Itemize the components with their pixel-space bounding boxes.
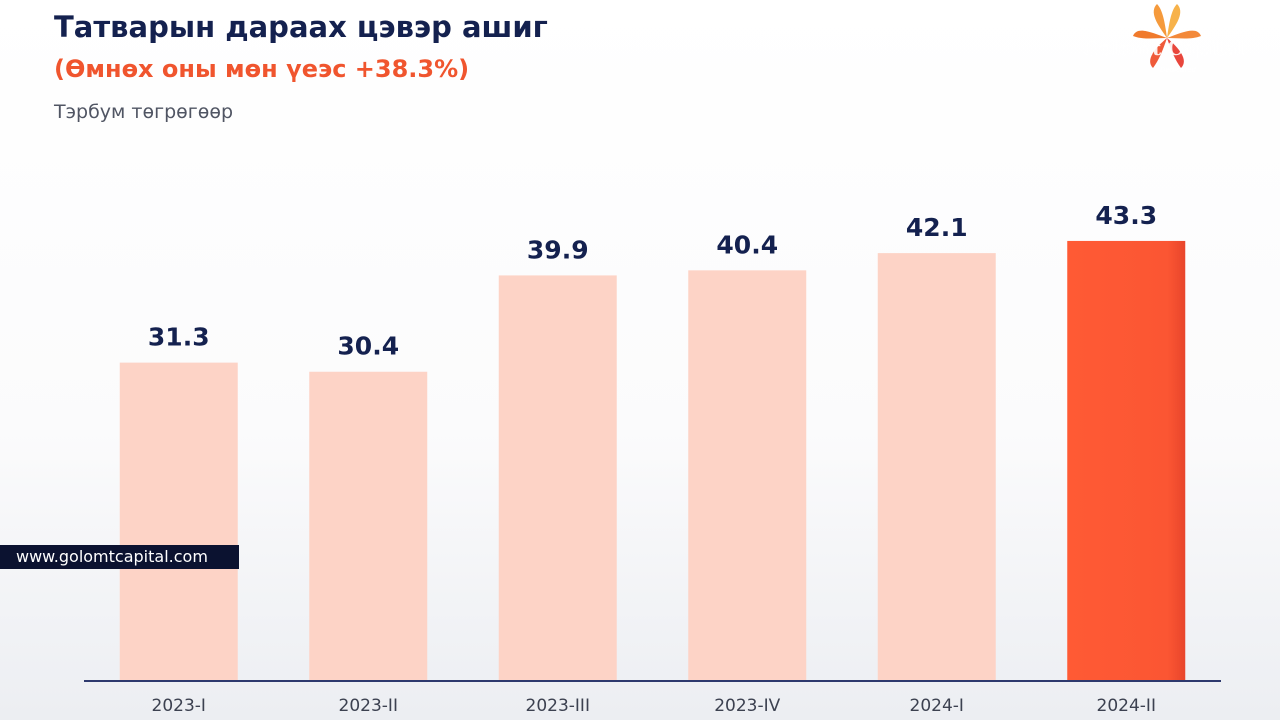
- website-link[interactable]: www.golomtcapital.com: [0, 545, 239, 569]
- bar-2023-III: [498, 275, 617, 680]
- data-label-2023-I: 31.3: [148, 323, 210, 352]
- data-label-2023-II: 30.4: [337, 332, 399, 361]
- unit-label: Тэрбум төгрөгөөр: [54, 101, 234, 123]
- x-tick-2023-III: 2023-III: [526, 696, 590, 716]
- data-label-2024-II: 43.3: [1095, 201, 1157, 230]
- logo-wordmark: Golomt Capital: [1082, 36, 1244, 60]
- x-tick-2023-I: 2023-I: [152, 696, 206, 716]
- data-label-2023-III: 39.9: [527, 235, 589, 264]
- bar-2023-II: [309, 371, 428, 680]
- data-label-2023-IV: 40.4: [716, 230, 778, 259]
- x-tick-2024-II: 2024-II: [1097, 696, 1156, 716]
- data-label-2024-I: 42.1: [906, 213, 968, 242]
- x-tick-2024-I: 2024-I: [910, 696, 964, 716]
- golomt-capital-logo-icon: [1133, 4, 1201, 68]
- chart-title: Татварын дараах цэвэр ашиг: [54, 10, 548, 44]
- chart-subtitle: (Өмнөх оны мөн үеэс +38.3%): [54, 55, 470, 83]
- x-tick-2023-II: 2023-II: [339, 696, 398, 716]
- bar-2024-II: [1067, 240, 1186, 681]
- bar-2023-IV: [688, 270, 807, 680]
- x-tick-2023-IV: 2023-IV: [714, 696, 780, 716]
- logo-tagline: Dedicated: [1160, 66, 1196, 74]
- bar-2024-I: [877, 253, 996, 680]
- bar-2023-I: [119, 362, 238, 680]
